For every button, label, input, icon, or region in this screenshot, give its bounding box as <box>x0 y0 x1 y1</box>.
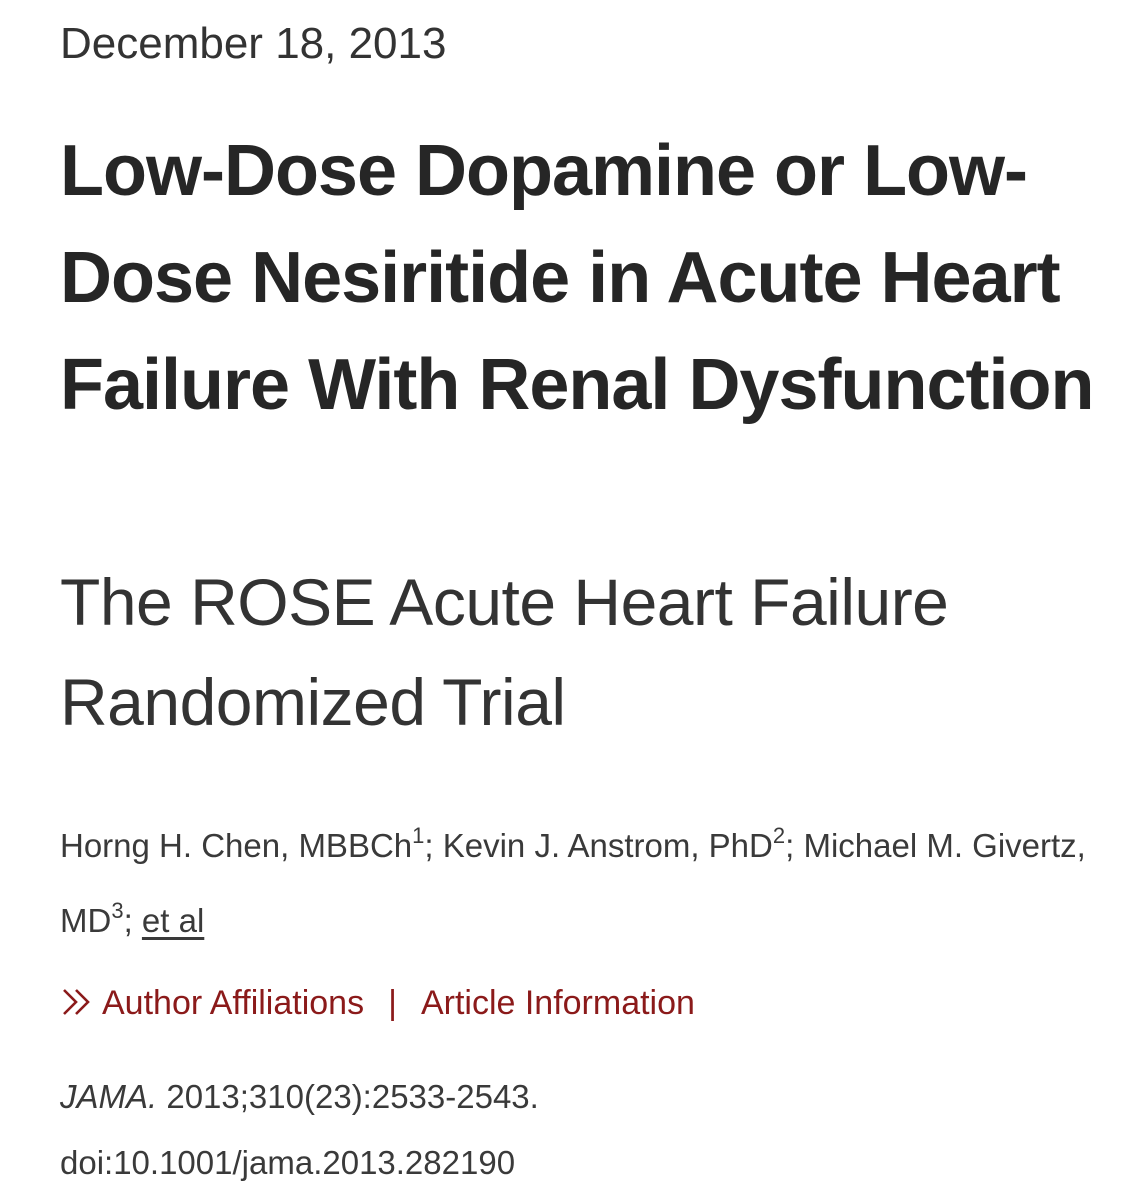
volume-pages: 2013;310(23):2533-2543. <box>157 1078 539 1115</box>
author-separator: ; <box>785 827 804 864</box>
author-list: Horng H. Chen, MBBCh1; Kevin J. Anstrom,… <box>60 808 1100 958</box>
article-links: Author Affiliations | Article Information <box>60 978 695 1028</box>
doi[interactable]: doi:10.1001/jama.2013.282190 <box>60 1144 516 1181</box>
affiliation-marker: 1 <box>412 823 425 848</box>
journal-name: JAMA. <box>60 1078 158 1115</box>
link-separator: | <box>388 984 397 1022</box>
double-chevron-right-icon[interactable] <box>60 987 96 1017</box>
author-separator: ; <box>123 902 142 939</box>
citation: JAMA. 2013;310(23):2533-2543. doi:10.100… <box>60 1064 539 1196</box>
author-separator: ; <box>424 827 443 864</box>
affiliation-marker: 2 <box>772 823 786 848</box>
article-information-link[interactable]: Article Information <box>420 984 695 1022</box>
author-name[interactable]: Kevin J. Anstrom, PhD <box>442 827 773 864</box>
author-name[interactable]: Horng H. Chen, MBBCh <box>60 827 413 864</box>
affiliation-marker: 3 <box>111 898 124 923</box>
article-subtitle: The ROSE Acute Heart Failure Randomized … <box>60 565 949 739</box>
author-affiliations-link[interactable]: Author Affiliations <box>102 984 365 1022</box>
article-title: Low-Dose Dopamine or Low-Dose Nesiritide… <box>60 131 1094 425</box>
citation-reference-line: JAMA. 2013;310(23):2533-2543. <box>60 1064 539 1130</box>
publication-date: December 18, 2013 <box>60 19 447 68</box>
et-al-link[interactable]: et al <box>141 902 205 939</box>
author-name[interactable]: Michael M. Givertz, MD <box>60 827 1086 939</box>
